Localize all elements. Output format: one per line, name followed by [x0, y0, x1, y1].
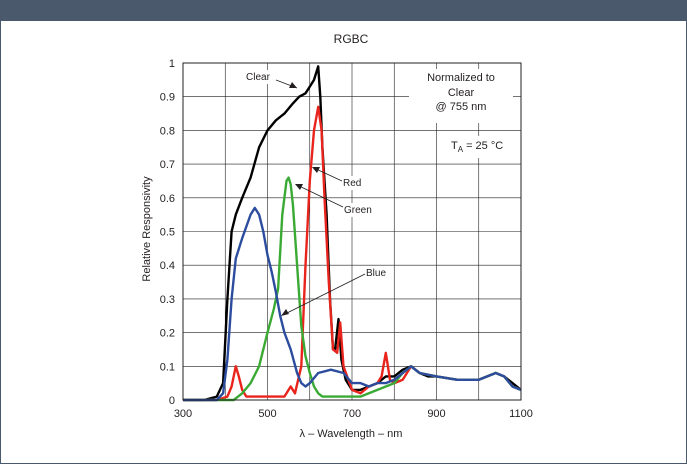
y-tick-label: 0.8: [160, 125, 175, 137]
plot-border: [182, 62, 522, 401]
arrowhead-clear: [289, 82, 297, 88]
x-tick-label: 900: [427, 408, 445, 420]
y-tick-label: 0.1: [160, 361, 175, 373]
temp-main: T: [451, 140, 458, 152]
series-labels: Clear Red Green Blue: [243, 70, 391, 316]
arrowhead-blue: [281, 309, 289, 316]
series-blue-line: [183, 206, 522, 402]
y-tick-label: 0.4: [160, 260, 175, 272]
y-tick-label: 1: [169, 58, 175, 70]
x-tick-label: 500: [258, 408, 276, 420]
y-tick-label: 0.3: [160, 294, 175, 306]
y-axis-label: Relative Responsivity: [141, 176, 153, 282]
x-tick-label: 1100: [509, 408, 533, 420]
y-tick-label: 0.2: [160, 328, 175, 340]
temp-box: [440, 136, 518, 158]
x-axis-label: λ – Wavelength – nm: [300, 428, 403, 440]
label-green: Green: [344, 205, 372, 216]
temp-rest: = 25 °C: [466, 140, 503, 152]
x-tick-label: 700: [343, 408, 361, 420]
series-layer: [183, 65, 522, 402]
arrowhead-green: [295, 184, 303, 190]
grid: [183, 63, 521, 400]
normalized-line-1: Normalized to: [427, 72, 495, 84]
y-tick-label: 0: [169, 395, 175, 407]
temp-label: TA = 25 °C: [451, 140, 503, 154]
label-clear: Clear: [246, 72, 271, 83]
arrow-green: [296, 184, 344, 208]
arrow-red: [313, 167, 343, 182]
y-tick-label: 0.5: [160, 227, 175, 239]
tick-labels: 300 500 700 900 1100 0 0.1 0.2 0.3 0.4 0.5 0.6 0.7 0.…: [160, 58, 533, 420]
y-tick-label: 0.9: [160, 92, 175, 104]
x-tick-label: 300: [174, 408, 192, 420]
arrow-blue: [282, 273, 366, 316]
normalized-line-3: @ 755 nm: [436, 101, 487, 113]
label-blue: Blue: [366, 268, 386, 279]
y-tick-label: 0.7: [160, 159, 175, 171]
header-bar: [0, 0, 687, 21]
normalized-line-2: Clear: [448, 87, 475, 99]
y-tick-label: 0.6: [160, 193, 175, 205]
temp-sub: A: [458, 145, 464, 154]
label-red: Red: [343, 178, 361, 189]
chart-title: RGBC: [334, 32, 369, 46]
arrowhead-red: [312, 167, 320, 173]
normalized-box: [409, 69, 513, 123]
